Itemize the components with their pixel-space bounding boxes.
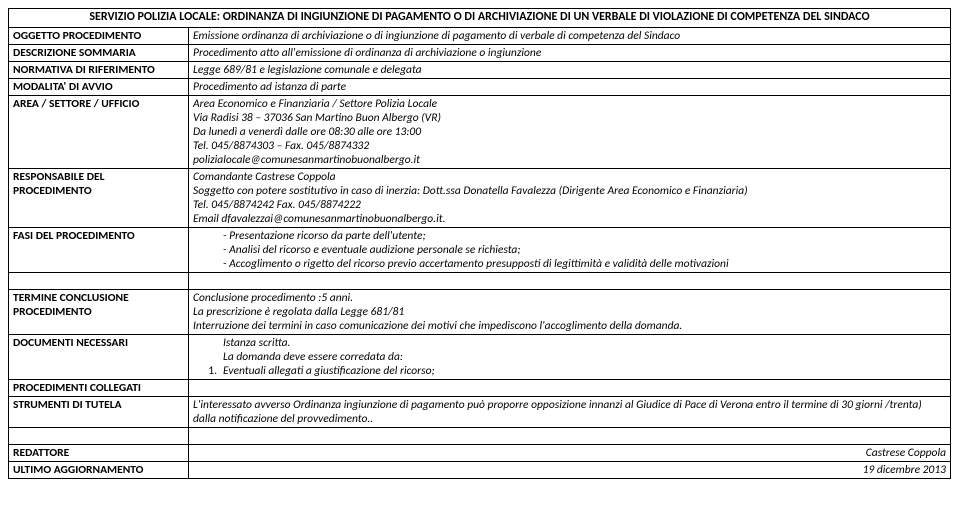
label-descrizione: DESCRIZIONE SOMMARIA — [9, 44, 189, 61]
spacer-row-1 — [9, 272, 951, 289]
row-normativa: NORMATIVA DI RIFERIMENTO Legge 689/81 e … — [9, 61, 951, 78]
spacer-cell-1a — [9, 272, 189, 289]
responsabile-line1: Comandante Castrese Coppola — [193, 170, 946, 184]
title-row: SERVIZIO POLIZIA LOCALE: ORDINANZA DI IN… — [9, 9, 951, 28]
value-area: Area Economico e Finanziaria / Settore P… — [189, 95, 951, 168]
document-title: SERVIZIO POLIZIA LOCALE: ORDINANZA DI IN… — [9, 9, 951, 28]
value-collegati — [189, 379, 951, 396]
value-tutela: L'interessato avverso Ordinanza ingiunzi… — [189, 396, 951, 427]
label-fasi: FASI DEL PROCEDIMENTO — [9, 227, 189, 272]
label-responsabile-2: PROCEDIMENTO — [13, 184, 184, 198]
row-termine: TERMINE CONCLUSIONE PROCEDIMENTO Conclus… — [9, 289, 951, 334]
spacer-cell-2b — [189, 427, 951, 444]
area-line5: polizialocale@comunesanmartinobuonalberg… — [193, 153, 946, 167]
label-termine: TERMINE CONCLUSIONE PROCEDIMENTO — [9, 289, 189, 334]
area-line1: Area Economico e Finanziaria / Settore P… — [193, 97, 946, 111]
row-modalita: MODALITA' DI AVVIO Procedimento ad istan… — [9, 78, 951, 95]
row-tutela: STRUMENTI DI TUTELA L'interessato avvers… — [9, 396, 951, 427]
value-termine: Conclusione procedimento :5 anni. La pre… — [189, 289, 951, 334]
fasi-item-1: Presentazione ricorso da parte dell'uten… — [223, 229, 946, 243]
termine-line2: La prescrizione è regolata dalla Legge 6… — [193, 305, 946, 319]
row-area: AREA / SETTORE / UFFICIO Area Economico … — [9, 95, 951, 168]
row-aggiornamento: ULTIMO AGGIORNAMENTO 19 dicembre 2013 — [9, 461, 951, 478]
row-oggetto: OGGETTO PROCEDIMENTO Emissione ordinanza… — [9, 27, 951, 44]
value-documenti: Istanza scritta. La domanda deve essere … — [189, 334, 951, 379]
documenti-line2: La domanda deve essere corredata da: — [193, 350, 946, 364]
value-modalita: Procedimento ad istanza di parte — [189, 78, 951, 95]
value-oggetto: Emissione ordinanza di archiviazione o d… — [189, 27, 951, 44]
row-collegati: PROCEDIMENTI COLLEGATI — [9, 379, 951, 396]
value-redattore: Castrese Coppola — [189, 444, 951, 461]
label-termine-1: TERMINE CONCLUSIONE — [13, 291, 184, 305]
value-normativa: Legge 689/81 e legislazione comunale e d… — [189, 61, 951, 78]
value-fasi: Presentazione ricorso da parte dell'uten… — [189, 227, 951, 272]
row-redattore: REDATTORE Castrese Coppola — [9, 444, 951, 461]
label-tutela: STRUMENTI DI TUTELA — [9, 396, 189, 427]
label-normativa: NORMATIVA DI RIFERIMENTO — [9, 61, 189, 78]
label-responsabile: RESPONSABILE DEL PROCEDIMENTO — [9, 168, 189, 227]
row-documenti: DOCUMENTI NECESSARI Istanza scritta. La … — [9, 334, 951, 379]
row-responsabile: RESPONSABILE DEL PROCEDIMENTO Comandante… — [9, 168, 951, 227]
area-line3: Da lunedì a venerdì dalle ore 08:30 alle… — [193, 125, 946, 139]
fasi-item-3: Accoglimento o rigetto del ricorso previ… — [223, 257, 946, 271]
documenti-line1: Istanza scritta. — [193, 336, 946, 350]
value-aggiornamento: 19 dicembre 2013 — [189, 461, 951, 478]
value-descrizione: Procedimento atto all'emissione di ordin… — [189, 44, 951, 61]
responsabile-line2: Soggetto con potere sostitutivo in caso … — [193, 184, 946, 198]
documenti-line3-num: 1. — [193, 364, 217, 378]
label-redattore: REDATTORE — [9, 444, 189, 461]
label-responsabile-1: RESPONSABILE DEL — [13, 170, 184, 184]
label-aggiornamento: ULTIMO AGGIORNAMENTO — [9, 461, 189, 478]
label-area: AREA / SETTORE / UFFICIO — [9, 95, 189, 168]
label-oggetto: OGGETTO PROCEDIMENTO — [9, 27, 189, 44]
spacer-cell-1b — [189, 272, 951, 289]
document-table: SERVIZIO POLIZIA LOCALE: ORDINANZA DI IN… — [8, 8, 951, 479]
value-responsabile: Comandante Castrese Coppola Soggetto con… — [189, 168, 951, 227]
responsabile-line4: Email dfavalezzai@comunesanmartinobuonal… — [193, 212, 946, 226]
label-collegati: PROCEDIMENTI COLLEGATI — [9, 379, 189, 396]
row-fasi: FASI DEL PROCEDIMENTO Presentazione rico… — [9, 227, 951, 272]
area-line2: Via Radisi 38 – 37036 San Martino Buon A… — [193, 111, 946, 125]
responsabile-line3: Tel. 045/8874242 Fax. 045/8874222 — [193, 198, 946, 212]
documenti-line3: 1. Eventuali allegati a giustificazione d… — [193, 364, 946, 378]
documenti-line3-text: Eventuali allegati a giustificazione del… — [223, 364, 435, 378]
label-documenti: DOCUMENTI NECESSARI — [9, 334, 189, 379]
row-descrizione: DESCRIZIONE SOMMARIA Procedimento atto a… — [9, 44, 951, 61]
label-termine-2: PROCEDIMENTO — [13, 305, 184, 319]
spacer-row-2 — [9, 427, 951, 444]
termine-line1: Conclusione procedimento :5 anni. — [193, 291, 946, 305]
label-modalita: MODALITA' DI AVVIO — [9, 78, 189, 95]
area-line4: Tel. 045/8874303 – Fax. 045/8874332 — [193, 139, 946, 153]
spacer-cell-2a — [9, 427, 189, 444]
termine-line3: Interruzione dei termini in caso comunic… — [193, 319, 946, 333]
fasi-item-2: Analisi del ricorso e eventuale audizion… — [223, 243, 946, 257]
